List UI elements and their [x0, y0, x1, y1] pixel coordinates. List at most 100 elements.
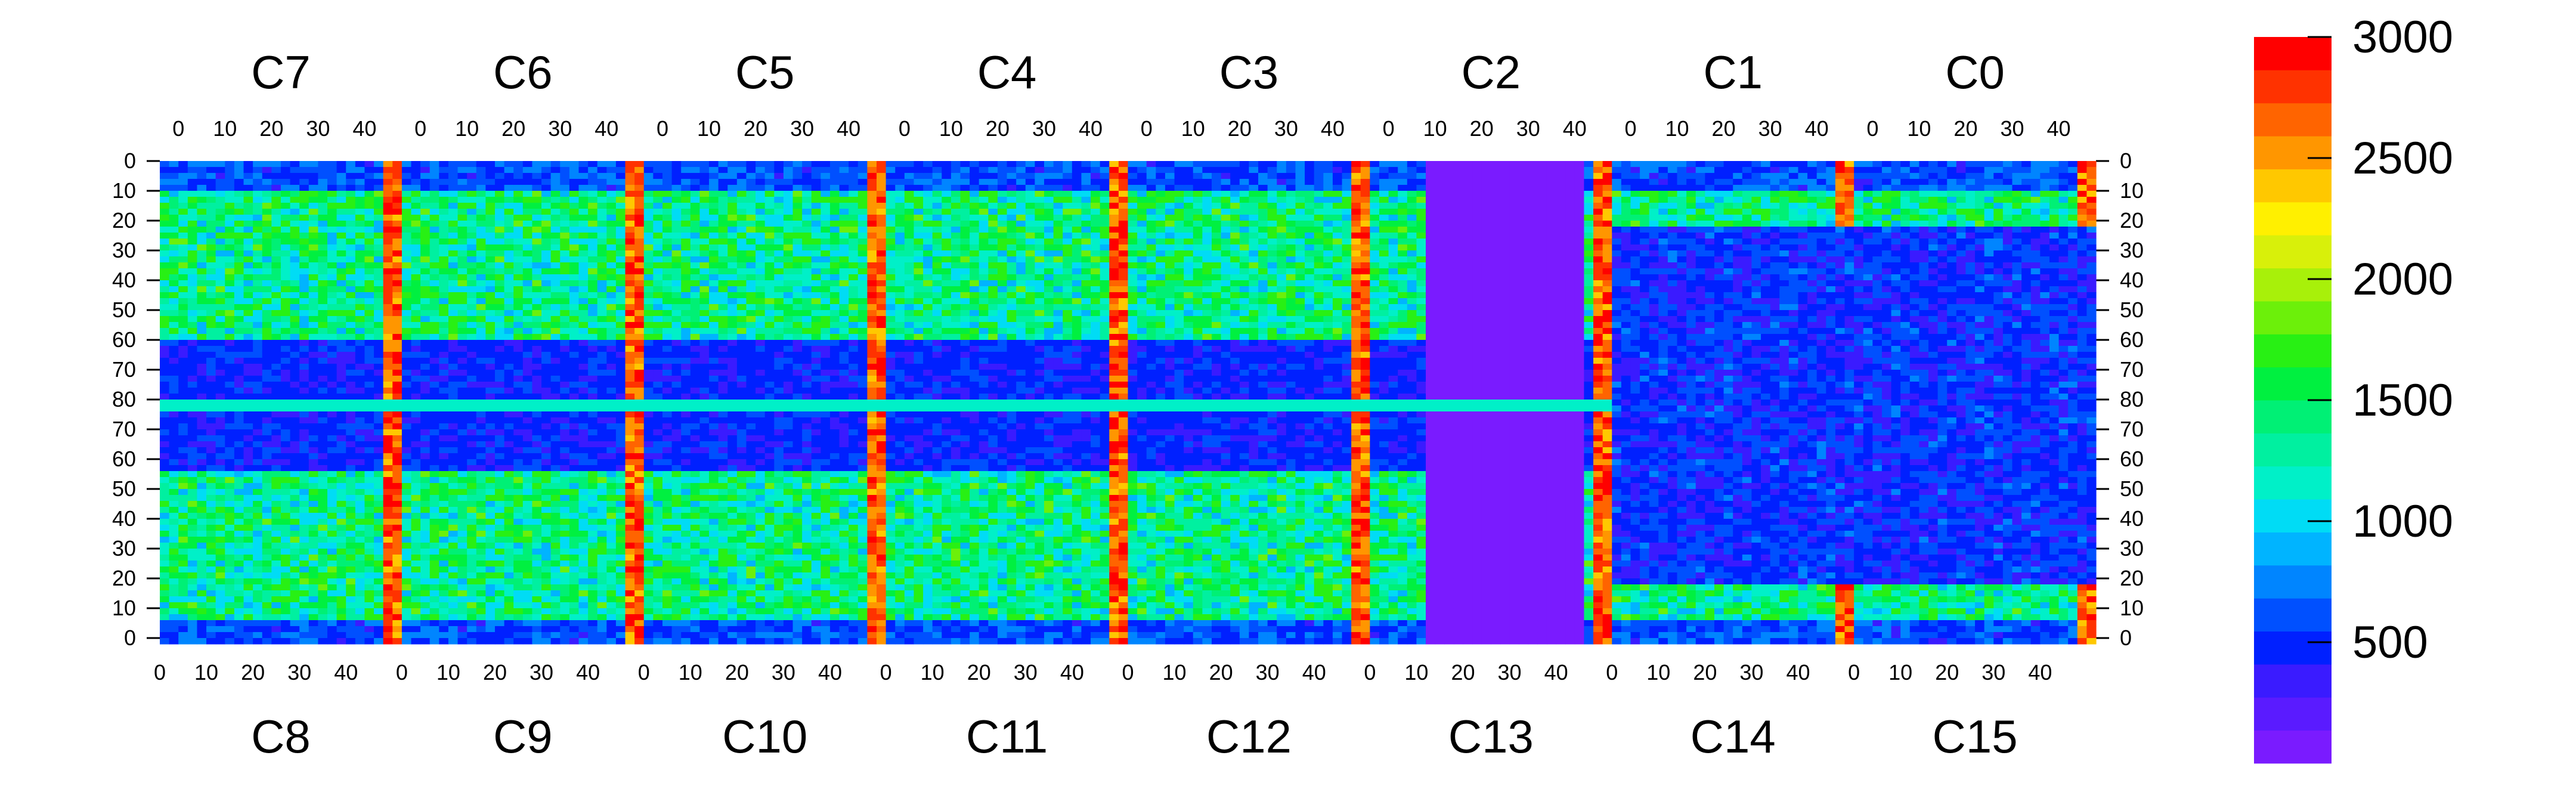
heat-cell: [522, 370, 533, 376]
heat-cell: [225, 179, 235, 185]
heat-cell: [364, 280, 374, 287]
heat-cell: [634, 495, 645, 501]
heat-cell: [327, 543, 338, 549]
heat-cell: [411, 209, 421, 215]
heat-cell: [374, 435, 384, 442]
heat-cell: [550, 304, 561, 311]
heat-cell: [364, 316, 374, 323]
heat-cell: [290, 340, 300, 346]
heat-cell: [513, 626, 524, 633]
heat-cell: [532, 543, 542, 549]
heat-cell: [653, 322, 663, 329]
heat-cell: [448, 549, 459, 555]
heat-cell: [243, 608, 253, 615]
heat-cell: [290, 531, 300, 537]
heat-cell: [467, 549, 477, 555]
heat-cell: [699, 304, 710, 311]
heat-cell: [662, 292, 673, 299]
heat-cell: [485, 638, 496, 645]
heat-cell: [169, 185, 179, 191]
heat-cell: [690, 447, 701, 454]
heat-cell: [457, 441, 467, 448]
heat-cell: [653, 376, 663, 382]
heat-cell: [318, 620, 328, 627]
heat-cell: [392, 632, 402, 639]
heat-cell: [578, 417, 589, 424]
heat-cell: [374, 614, 384, 621]
heat-cell: [160, 590, 170, 597]
heat-cell: [457, 614, 467, 621]
heat-cell: [374, 441, 384, 448]
heat-cell: [374, 316, 384, 323]
heat-cell: [280, 620, 291, 627]
heat-cell: [569, 370, 580, 376]
heat-cell: [215, 561, 225, 567]
heat-cell: [597, 340, 607, 346]
left-tick-label: 60: [112, 327, 136, 352]
top-tick-label: 0: [172, 116, 184, 141]
heat-cell: [225, 608, 235, 615]
heat-cell: [448, 292, 459, 299]
heat-cell: [550, 435, 561, 442]
heat-cell: [541, 507, 552, 513]
bottom-tick-label: 40: [818, 660, 842, 685]
heat-cell: [262, 352, 272, 358]
heat-cell: [411, 537, 421, 543]
heat-cell: [327, 286, 338, 293]
heat-cell: [187, 477, 198, 484]
heat-cell: [634, 435, 645, 442]
heat-cell: [476, 513, 486, 519]
heat-cell: [336, 614, 346, 621]
heat-cell: [336, 596, 346, 603]
heat-cell: [169, 471, 179, 478]
heat-cell: [169, 203, 179, 209]
heat-cell: [253, 388, 263, 394]
heat-cell: [383, 596, 393, 603]
heat-cell: [355, 322, 366, 329]
heat-cell: [513, 268, 524, 275]
heat-cell: [336, 584, 346, 591]
heat-cell: [197, 191, 207, 197]
heat-cell: [364, 519, 374, 525]
heat-cell: [336, 370, 346, 376]
heat-cell: [318, 256, 328, 263]
heat-cell: [271, 489, 281, 496]
heat-cell: [178, 525, 188, 531]
heat-cell: [346, 388, 356, 394]
heat-cell: [327, 620, 338, 627]
heat-cell: [318, 477, 328, 484]
heat-cell: [643, 304, 654, 311]
heat-cell: [355, 620, 366, 627]
heat-cell: [690, 632, 701, 639]
heat-cell: [485, 256, 496, 263]
heat-cell: [439, 513, 449, 519]
heat-cell: [541, 352, 552, 358]
heat-cell: [318, 400, 328, 406]
heat-cell: [504, 256, 514, 263]
heat-cell: [411, 602, 421, 609]
heat-cell: [494, 239, 505, 245]
heat-cell: [522, 346, 533, 352]
heat-cell: [262, 185, 272, 191]
heat-cell: [169, 620, 179, 627]
heat-cell: [671, 167, 682, 174]
heat-cell: [225, 209, 235, 215]
heat-cell: [336, 262, 346, 269]
heat-cell: [690, 507, 701, 513]
heat-cell: [662, 501, 673, 507]
heat-cell: [634, 334, 645, 340]
heat-cell: [429, 382, 439, 388]
heat-cell: [420, 549, 431, 555]
heat-cell: [653, 495, 663, 501]
heat-cell: [308, 638, 318, 645]
heat-cell: [271, 382, 281, 388]
heat-cell: [494, 584, 505, 591]
heat-cell: [187, 555, 198, 561]
heat-cell: [634, 566, 645, 573]
heat-cell: [308, 477, 318, 484]
heat-cell: [160, 358, 170, 364]
heat-cell: [234, 614, 244, 621]
heat-cell: [699, 411, 710, 418]
heat-cell: [504, 417, 514, 424]
heat-cell: [578, 471, 589, 478]
